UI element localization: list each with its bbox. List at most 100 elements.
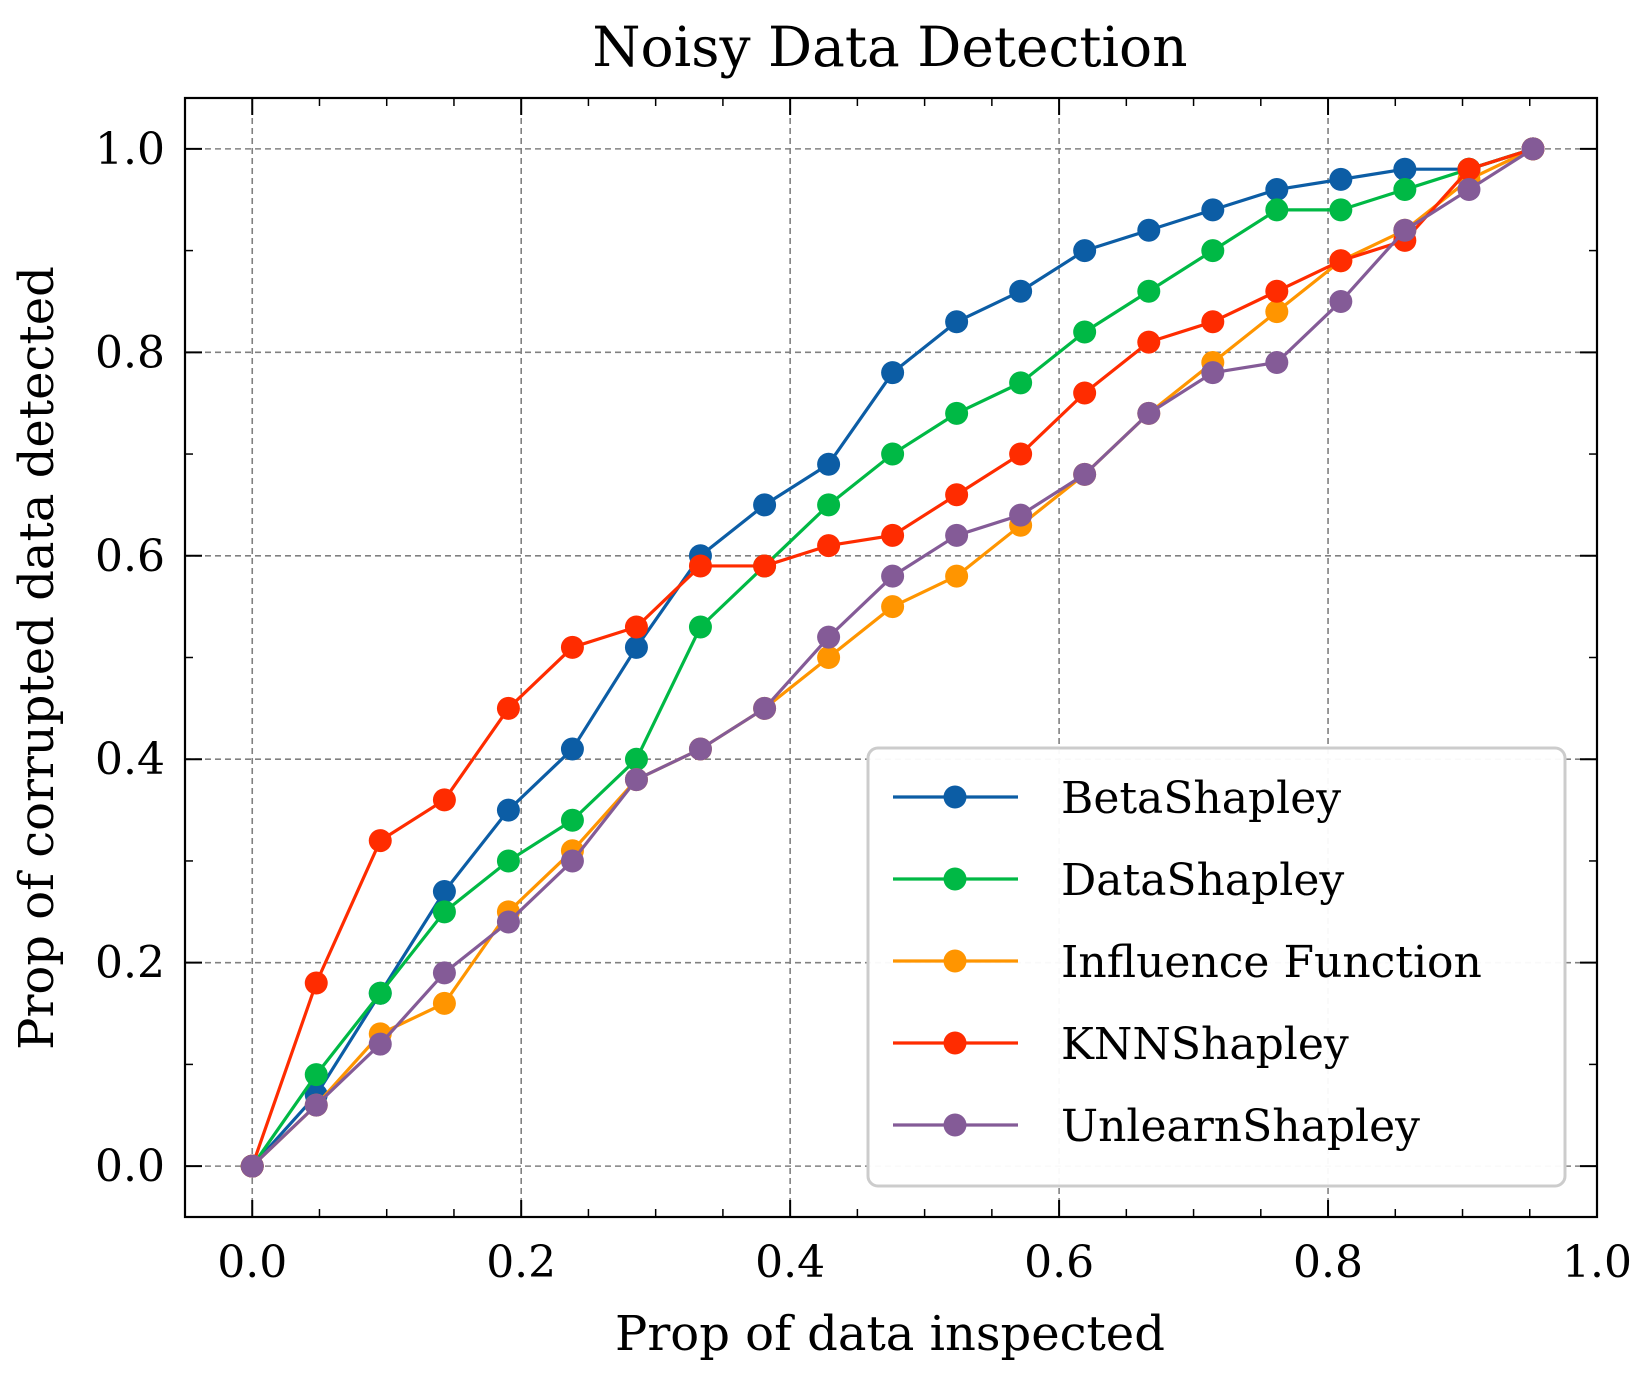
- data-point-knnshapley: [560, 635, 584, 659]
- data-point-unlearnshapley: [624, 768, 648, 792]
- legend-marker: [943, 785, 967, 809]
- data-point-datashapley: [817, 493, 841, 517]
- data-point-unlearnshapley: [881, 564, 905, 588]
- data-point-unlearnshapley: [688, 737, 712, 761]
- data-point-datashapley: [624, 747, 648, 771]
- legend-item-datashapley: DataShapley: [893, 855, 1344, 906]
- data-point-unlearnshapley: [1393, 218, 1417, 242]
- legend-item-influence-function: Influence Function: [893, 937, 1482, 988]
- data-point-influence-function: [945, 564, 969, 588]
- data-point-unlearnshapley: [432, 961, 456, 985]
- data-point-knnshapley: [1329, 249, 1353, 273]
- legend-marker: [943, 1113, 967, 1137]
- data-point-influence-function: [817, 646, 841, 669]
- data-point-knnshapley: [688, 554, 712, 578]
- data-point-betashapley: [432, 879, 456, 903]
- y-tick-label: 0.0: [95, 1141, 165, 1192]
- data-point-knnshapley: [753, 554, 777, 578]
- data-point-datashapley: [1009, 371, 1033, 395]
- legend-box: [866, 746, 1567, 1188]
- data-point-betashapley: [1265, 178, 1289, 202]
- data-point-datashapley: [1265, 198, 1289, 222]
- x-tick-label: 0.8: [1293, 1237, 1363, 1288]
- data-point-unlearnshapley: [240, 1154, 264, 1178]
- data-point-betashapley: [1201, 198, 1225, 222]
- series-layer: [240, 137, 1545, 1178]
- data-point-unlearnshapley: [753, 696, 777, 720]
- data-point-knnshapley: [1073, 381, 1097, 405]
- legend-marker: [943, 949, 967, 973]
- data-point-datashapley: [304, 1063, 328, 1087]
- plot-frame: [183, 96, 1599, 1219]
- legend-label: BetaShapley: [1061, 773, 1341, 824]
- data-point-betashapley: [1329, 167, 1353, 191]
- x-tick-label: 0.2: [486, 1237, 556, 1288]
- data-point-knnshapley: [496, 696, 520, 720]
- x-tick-label: 0.6: [1024, 1237, 1094, 1288]
- y-tick-label: 0.8: [95, 327, 165, 378]
- data-point-betashapley: [753, 493, 777, 517]
- x-tick-label: 0.0: [217, 1237, 287, 1288]
- data-point-influence-function: [881, 595, 905, 619]
- legend-label: DataShapley: [1061, 855, 1344, 906]
- y-tick-label: 0.4: [95, 734, 165, 785]
- data-point-datashapley: [368, 981, 392, 1005]
- data-point-betashapley: [1009, 279, 1033, 303]
- data-point-unlearnshapley: [1009, 503, 1033, 527]
- data-point-unlearnshapley: [1073, 462, 1097, 486]
- y-tick-label: 0.2: [95, 938, 165, 989]
- data-point-betashapley: [945, 310, 969, 334]
- legend-label: KNNShapley: [1061, 1019, 1349, 1070]
- tick-labels: 0.0 0.2 0.4 0.6 0.8 1.0 0.0 0.2 0.4 0.6 0.8 1.0: [95, 124, 1632, 1288]
- chart-title: Noisy Data Detection: [592, 15, 1187, 79]
- data-point-datashapley: [881, 442, 905, 466]
- data-point-betashapley: [881, 361, 905, 385]
- data-point-betashapley: [624, 635, 648, 659]
- data-point-betashapley: [1393, 157, 1417, 181]
- data-point-knnshapley: [432, 788, 456, 812]
- data-point-datashapley: [1201, 239, 1225, 263]
- data-point-unlearnshapley: [817, 625, 841, 649]
- data-point-datashapley: [1137, 279, 1161, 303]
- data-point-datashapley: [688, 615, 712, 639]
- data-point-unlearnshapley: [1137, 401, 1161, 425]
- data-point-datashapley: [1393, 178, 1417, 202]
- x-axis-label: Prop of data inspected: [615, 1306, 1165, 1362]
- data-point-datashapley: [945, 401, 969, 425]
- data-point-datashapley: [1329, 198, 1353, 222]
- data-point-influence-function: [1265, 300, 1289, 324]
- data-point-unlearnshapley: [1329, 289, 1353, 313]
- data-point-datashapley: [560, 808, 584, 832]
- data-point-knnshapley: [1265, 279, 1289, 303]
- data-point-knnshapley: [1009, 442, 1033, 466]
- legend-item-knnshapley: KNNShapley: [893, 1019, 1349, 1070]
- data-point-betashapley: [560, 737, 584, 761]
- axis-ticks: [185, 98, 1598, 1217]
- data-point-knnshapley: [1201, 310, 1225, 334]
- data-point-unlearnshapley: [1457, 178, 1481, 202]
- data-point-influence-function: [432, 991, 456, 1015]
- data-point-unlearnshapley: [368, 1032, 392, 1056]
- y-tick-label: 0.6: [95, 531, 165, 582]
- data-point-knnshapley: [1457, 157, 1481, 181]
- data-point-unlearnshapley: [1521, 137, 1545, 161]
- legend: BetaShapley DataShapley Influence Function…: [866, 746, 1567, 1188]
- data-point-betashapley: [1073, 239, 1097, 263]
- data-point-knnshapley: [817, 534, 841, 558]
- data-point-datashapley: [496, 849, 520, 873]
- data-point-unlearnshapley: [560, 849, 584, 873]
- y-tick-label: 1.0: [95, 124, 165, 175]
- data-point-unlearnshapley: [1201, 361, 1225, 385]
- legend-label: Influence Function: [1061, 937, 1482, 988]
- series-unlearnshapley: [240, 137, 1545, 1178]
- data-point-unlearnshapley: [945, 523, 969, 547]
- data-point-unlearnshapley: [1265, 350, 1289, 374]
- data-point-knnshapley: [368, 829, 392, 853]
- data-point-knnshapley: [1137, 330, 1161, 354]
- legend-items: BetaShapley DataShapley Influence Function…: [893, 773, 1482, 1152]
- data-point-betashapley: [817, 452, 841, 476]
- data-point-knnshapley: [881, 523, 905, 547]
- x-tick-label: 0.4: [755, 1237, 825, 1288]
- data-point-betashapley: [1137, 218, 1161, 242]
- legend-item-betashapley: BetaShapley: [893, 773, 1341, 824]
